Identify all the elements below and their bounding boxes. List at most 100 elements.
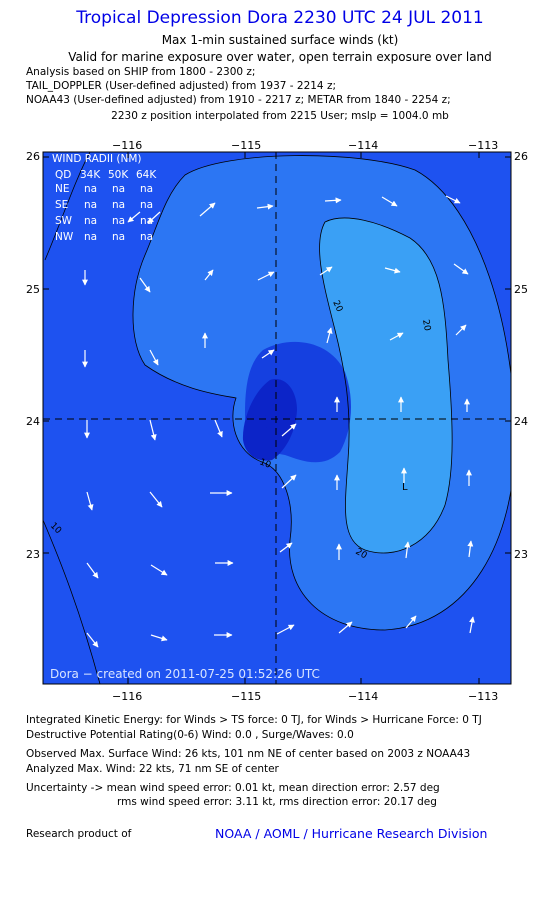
map-subtitle: Max 1-min sustained surface winds (kt): [161, 33, 399, 47]
research-label: Research product of: [26, 828, 132, 840]
wind-arrow: [150, 564, 168, 576]
uncertainty-line-1: Uncertainty -> mean wind speed error: 0.…: [26, 782, 440, 794]
wind-arrow: [467, 540, 474, 558]
analysis-line-2: TAIL_DOPPLER (User-defined adjusted) fro…: [26, 80, 336, 92]
wind-radii-quad: NE: [55, 183, 70, 195]
analyzed-max-wind: Analyzed Max. Wind: 22 kts, 71 nm SE of …: [26, 763, 279, 775]
wind-radii-header-64k: 64K: [136, 169, 157, 181]
lat-label-right-23: 23: [514, 548, 528, 561]
dpr-line: Destructive Potential Rating(0-6) Wind: …: [26, 729, 354, 741]
center-marker: L: [402, 482, 408, 493]
wind-radii-value: na: [112, 215, 125, 227]
position-note: 2230 z position interpolated from 2215 U…: [111, 110, 449, 122]
lat-label-left-24: 24: [26, 415, 40, 428]
wind-radii-table: WIND RADII (NM) QD 34K 50K 64K NE na na …: [52, 153, 157, 243]
wind-vectors: [82, 195, 475, 648]
wind-arrow: [455, 324, 467, 336]
lon-label-bottom-2: −115: [231, 690, 261, 700]
wind-arrow: [279, 542, 293, 553]
wind-radii-value: na: [84, 199, 97, 211]
wind-radii-value: na: [112, 231, 125, 243]
lon-label-top-1: −116: [112, 139, 142, 152]
analysis-line-1: Analysis based on SHIP from 1800 - 2300 …: [26, 66, 256, 78]
wind-radii-value: na: [140, 231, 153, 243]
wind-arrow: [445, 195, 461, 204]
lon-label-top-4: −113: [468, 139, 498, 152]
map-frame: [42, 151, 512, 685]
wind-arrow: [149, 491, 163, 508]
wind-radii-value: na: [140, 215, 153, 227]
wind-radii-quad: SW: [55, 215, 73, 227]
wind-arrow: [405, 615, 417, 629]
wind-arrow: [86, 562, 99, 579]
lon-label-bottom-3: −114: [348, 690, 378, 700]
ike-line: Integrated Kinetic Energy: for Winds > T…: [26, 714, 482, 726]
wind-radii-header-34k: 34K: [80, 169, 101, 181]
wind-radii-value: na: [140, 199, 153, 211]
lat-label-left-25: 25: [26, 283, 40, 296]
wind-arrow: [204, 269, 214, 281]
validity-note: Valid for marine exposure over water, op…: [68, 50, 492, 64]
wind-radii-value: na: [140, 183, 153, 195]
wind-radii-value: na: [84, 215, 97, 227]
lon-label-bottom-4: −113: [468, 690, 498, 700]
wind-arrow: [261, 349, 275, 359]
wind-arrow: [127, 211, 141, 223]
wind-arrow: [389, 332, 404, 341]
wind-arrow: [214, 419, 223, 438]
wind-arrow: [139, 277, 151, 293]
lat-label-right-26: 26: [514, 150, 528, 163]
analysis-line-3: NOAA43 (User-defined adjusted) from 1910…: [26, 94, 451, 106]
wind-radii-value: na: [84, 183, 97, 195]
wind-arrow: [469, 616, 475, 634]
wind-map: −116 −115 −114 −113 −116 −115 −114 −113 …: [26, 139, 528, 700]
wind-radii-title: WIND RADII (NM): [52, 153, 142, 165]
wind-arrow: [149, 349, 159, 366]
wind-arrow: [326, 327, 333, 344]
wind-arrow: [319, 266, 333, 276]
wind-arrow: [257, 271, 275, 281]
lon-label-top-3: −114: [348, 139, 378, 152]
map-credit: Dora − created on 2011-07-25 01:52:26 UT…: [50, 667, 320, 681]
wind-arrow: [86, 491, 94, 511]
wind-arrow: [384, 267, 401, 274]
wind-field: [43, 152, 511, 684]
wind-region-above-20: [319, 217, 453, 553]
wind-arrow: [381, 196, 398, 207]
wind-arrow: [281, 474, 297, 489]
lat-label-left-23: 23: [26, 548, 40, 561]
center-crosshair: [43, 152, 511, 684]
lat-label-right-24: 24: [514, 415, 528, 428]
contour-label: 10: [258, 457, 272, 470]
wind-arrow: [150, 634, 168, 642]
observed-max-wind: Observed Max. Surface Wind: 26 kts, 101 …: [26, 748, 471, 760]
org-link[interactable]: NOAA / AOML / Hurricane Research Divisio…: [215, 826, 488, 841]
wind-radii-header-qd: QD: [55, 169, 71, 181]
wind-arrow: [276, 624, 295, 635]
contour-label: 20: [330, 299, 344, 314]
lon-label-bottom-1: −116: [112, 690, 142, 700]
wind-arrow: [404, 541, 411, 559]
wind-arrow: [281, 423, 297, 437]
axis-ticks: [43, 152, 511, 684]
lat-label-right-25: 25: [514, 283, 528, 296]
map-title: Tropical Depression Dora 2230 UTC 24 JUL…: [76, 8, 484, 28]
wind-arrow: [147, 211, 161, 224]
wind-radii-value: na: [112, 199, 125, 211]
wind-arrow: [324, 197, 342, 204]
wind-arrow: [256, 203, 274, 210]
wind-radii-header-50k: 50K: [108, 169, 129, 181]
wind-radii-quad: NW: [55, 231, 74, 243]
wind-radii-value: na: [84, 231, 97, 243]
wind-radii-quad: SE: [55, 199, 68, 211]
lat-label-left-26: 26: [26, 150, 40, 163]
wind-arrow: [199, 202, 216, 217]
wind-arrow: [338, 621, 353, 634]
contour-label: 20: [420, 319, 432, 332]
uncertainty-line-2: rms wind speed error: 3.11 kt, rms direc…: [117, 796, 437, 808]
wind-arrow: [453, 263, 469, 275]
wind-radii-value: na: [112, 183, 125, 195]
wind-arrow: [86, 632, 99, 648]
wind-arrow: [149, 419, 157, 441]
lon-label-top-2: −115: [231, 139, 261, 152]
